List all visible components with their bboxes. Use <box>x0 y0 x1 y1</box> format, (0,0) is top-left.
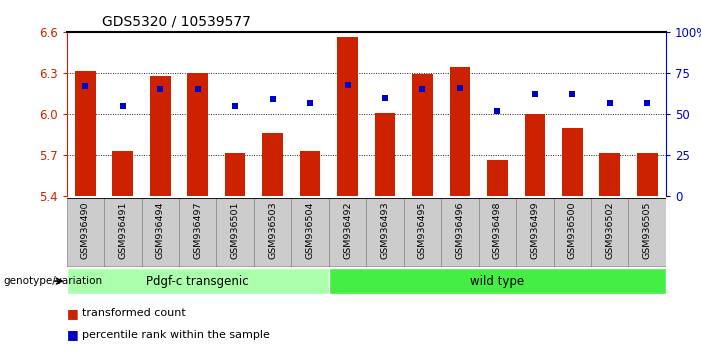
Text: GSM936490: GSM936490 <box>81 202 90 259</box>
Point <box>80 83 91 89</box>
Point <box>117 103 128 109</box>
Point <box>155 87 166 92</box>
Text: transformed count: transformed count <box>82 308 186 318</box>
Bar <box>104 198 142 267</box>
Bar <box>217 198 254 267</box>
Text: GSM936493: GSM936493 <box>381 202 390 259</box>
Bar <box>254 198 292 267</box>
Text: GSM936495: GSM936495 <box>418 202 427 259</box>
Text: GSM936494: GSM936494 <box>156 202 165 259</box>
Point <box>229 103 240 109</box>
Text: GSM936498: GSM936498 <box>493 202 502 259</box>
Bar <box>337 37 358 196</box>
Bar <box>554 198 591 267</box>
Point <box>342 82 353 87</box>
Bar <box>637 153 658 196</box>
Text: GSM936491: GSM936491 <box>118 202 128 259</box>
Bar <box>179 198 217 267</box>
Bar <box>441 198 479 267</box>
Text: GSM936497: GSM936497 <box>193 202 202 259</box>
Text: GDS5320 / 10539577: GDS5320 / 10539577 <box>102 14 250 28</box>
Bar <box>187 73 208 196</box>
Bar <box>329 198 366 267</box>
Bar <box>516 198 554 267</box>
Bar <box>225 153 245 196</box>
Bar <box>150 76 170 196</box>
Bar <box>487 160 508 196</box>
Point <box>417 87 428 92</box>
Bar <box>67 198 104 267</box>
Text: Pdgf-c transgenic: Pdgf-c transgenic <box>147 275 249 287</box>
Text: percentile rank within the sample: percentile rank within the sample <box>82 330 270 339</box>
Point <box>379 95 390 101</box>
Bar <box>404 198 441 267</box>
Bar <box>449 67 470 196</box>
Bar <box>599 153 620 196</box>
Point <box>267 97 278 102</box>
Bar <box>300 151 320 196</box>
Bar <box>591 198 629 267</box>
Text: GSM936504: GSM936504 <box>306 202 315 259</box>
Text: GSM936503: GSM936503 <box>268 202 277 259</box>
Text: genotype/variation: genotype/variation <box>4 276 102 286</box>
Text: GSM936496: GSM936496 <box>456 202 465 259</box>
Bar <box>524 114 545 196</box>
Bar <box>479 198 516 267</box>
Bar <box>67 268 329 294</box>
Point <box>304 100 315 105</box>
Text: ■: ■ <box>67 307 79 320</box>
Text: ■: ■ <box>67 328 79 341</box>
Point <box>641 100 653 105</box>
Bar <box>262 133 283 196</box>
Bar <box>329 268 666 294</box>
Text: GSM936502: GSM936502 <box>605 202 614 259</box>
Text: GSM936499: GSM936499 <box>531 202 539 259</box>
Text: GSM936501: GSM936501 <box>231 202 240 259</box>
Bar <box>629 198 666 267</box>
Text: GSM936505: GSM936505 <box>643 202 652 259</box>
Bar <box>366 198 404 267</box>
Bar <box>292 198 329 267</box>
Bar <box>112 151 133 196</box>
Bar <box>75 71 95 196</box>
Text: GSM936492: GSM936492 <box>343 202 352 259</box>
Point <box>529 92 540 97</box>
Point <box>604 100 615 105</box>
Bar <box>375 113 395 196</box>
Point <box>454 85 465 91</box>
Bar <box>142 198 179 267</box>
Text: GSM936500: GSM936500 <box>568 202 577 259</box>
Point <box>566 92 578 97</box>
Text: wild type: wild type <box>470 275 524 287</box>
Point <box>492 108 503 114</box>
Bar <box>562 128 583 196</box>
Point <box>192 87 203 92</box>
Bar <box>412 74 433 196</box>
